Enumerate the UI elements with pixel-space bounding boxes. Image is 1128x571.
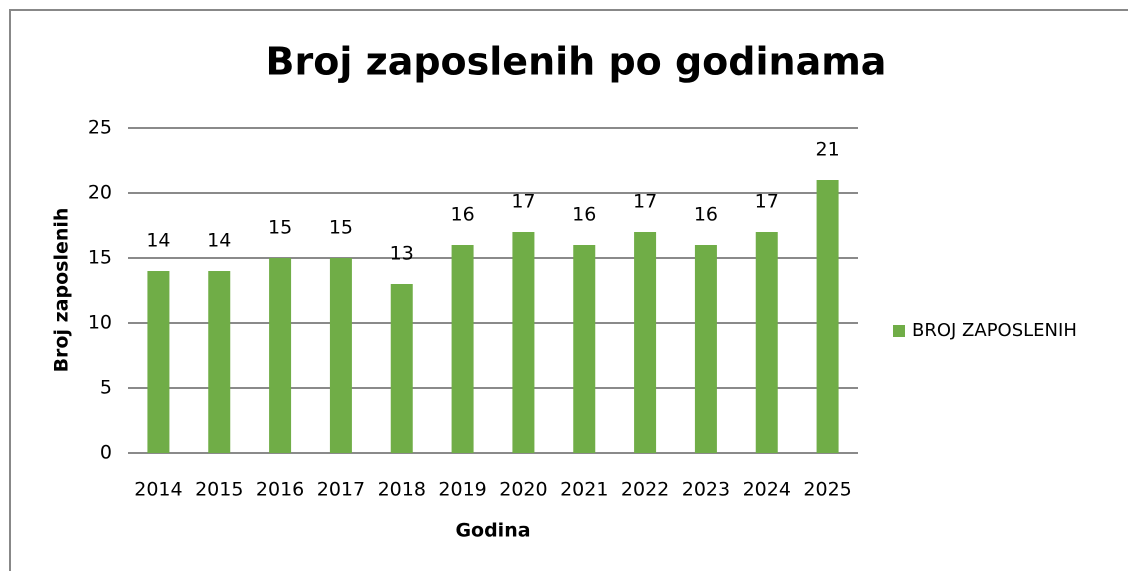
x-tick-label: 2021 — [560, 479, 608, 501]
y-tick-label: 10 — [88, 312, 112, 334]
bar — [269, 258, 292, 453]
data-label: 17 — [755, 191, 779, 213]
x-tick-label: 2016 — [256, 479, 304, 501]
x-tick-label: 2019 — [438, 479, 486, 501]
data-label: 14 — [146, 230, 170, 252]
y-tick-label: 20 — [88, 182, 112, 204]
data-label: 17 — [511, 191, 535, 213]
bar — [512, 232, 535, 453]
data-label: 15 — [329, 217, 353, 239]
data-label: 17 — [633, 191, 657, 213]
legend-label: BROJ ZAPOSLENIH — [912, 320, 1077, 341]
bar — [451, 245, 474, 453]
bar — [816, 180, 839, 453]
chart-frame — [9, 9, 1128, 571]
y-tick-label: 5 — [100, 377, 112, 399]
x-axis-label: Godina — [455, 520, 530, 542]
bar — [390, 284, 413, 453]
legend-swatch — [893, 325, 905, 337]
x-tick-label: 2015 — [195, 479, 243, 501]
data-label: 13 — [390, 243, 414, 265]
x-tick-label: 2025 — [803, 479, 851, 501]
x-tick-label: 2022 — [621, 479, 669, 501]
bar — [634, 232, 657, 453]
chart-title: Broj zaposlenih po godinama — [266, 40, 887, 84]
x-tick-label: 2018 — [378, 479, 426, 501]
data-label: 21 — [815, 139, 839, 161]
data-label: 16 — [450, 204, 474, 226]
data-label: 16 — [694, 204, 718, 226]
bar — [694, 245, 717, 453]
y-axis-label: Broj zaposlenih — [51, 208, 73, 373]
x-tick-label: 2020 — [499, 479, 547, 501]
x-tick-label: 2024 — [743, 479, 791, 501]
y-tick-label: 25 — [88, 117, 112, 139]
bar — [208, 271, 231, 453]
x-tick-label: 2023 — [682, 479, 730, 501]
y-tick-label: 15 — [88, 247, 112, 269]
bar — [147, 271, 170, 453]
y-tick-label: 0 — [100, 442, 112, 464]
data-label: 14 — [207, 230, 231, 252]
x-tick-label: 2017 — [317, 479, 365, 501]
data-label: 16 — [572, 204, 596, 226]
x-tick-label: 2014 — [134, 479, 182, 501]
bar — [755, 232, 778, 453]
bar — [573, 245, 596, 453]
data-label: 15 — [268, 217, 292, 239]
bar — [329, 258, 352, 453]
